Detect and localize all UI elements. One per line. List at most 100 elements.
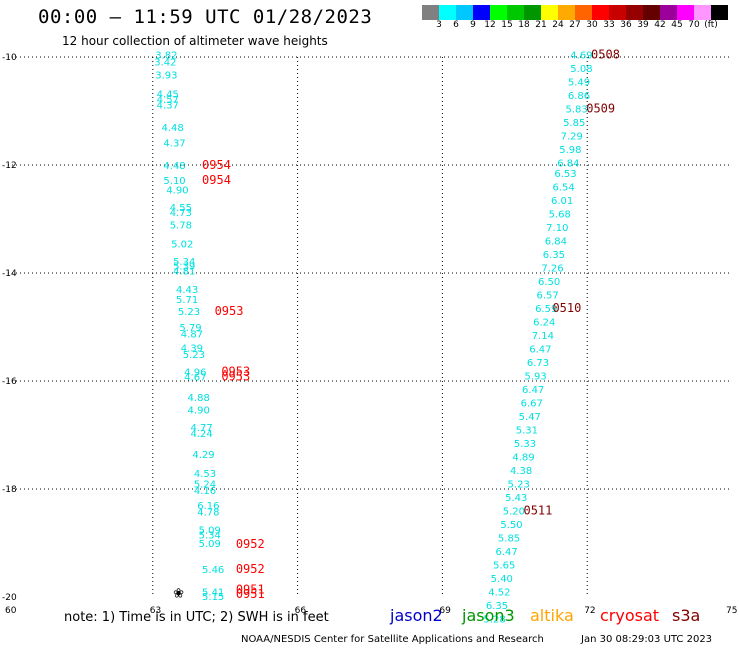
footer-credit: NOAA/NESDIS Center for Satellite Applica…	[241, 634, 544, 645]
wave-height-label: 7.26	[541, 264, 563, 275]
wave-height-label: 4.43	[176, 285, 198, 296]
color-scale-cell	[643, 5, 660, 20]
wave-height-label: 4.16	[194, 486, 216, 497]
wave-height-label: 5.85	[563, 118, 585, 129]
color-scale-label: 15	[501, 20, 513, 30]
color-scale-cell	[660, 5, 677, 20]
wave-height-label: 6.57	[537, 291, 559, 302]
wave-height-label: 5.09	[199, 526, 221, 537]
wave-height-label: 5.71	[176, 295, 198, 306]
wave-height-label: 6.67	[521, 399, 543, 410]
pass-time-label: 0952	[236, 562, 265, 576]
wave-height-label: 5.02	[171, 239, 193, 250]
wave-height-label: 7.10	[546, 223, 568, 234]
wave-height-label: 5.33	[514, 439, 536, 450]
wave-height-label: 3.42	[154, 57, 176, 68]
wave-height-label: 6.50	[538, 277, 560, 288]
lon-tick-label: 66	[295, 606, 307, 616]
wave-height-label: 5.93	[524, 372, 546, 383]
color-scale-label: 39	[637, 20, 649, 30]
wave-height-label: 5.43	[505, 493, 527, 504]
color-scale-label: 6	[453, 20, 459, 30]
wave-height-label: 5.23	[183, 350, 205, 361]
color-scale-cell	[422, 5, 439, 20]
wave-height-label: 5.40	[491, 574, 513, 585]
lat-tick-label: -10	[2, 53, 17, 63]
color-scale-label: 36	[620, 20, 632, 30]
lat-tick-label: -12	[2, 161, 17, 171]
wave-height-label: 5.98	[559, 145, 581, 156]
color-scale-label: 3	[436, 20, 442, 30]
wave-height-label: 5.09	[199, 539, 221, 550]
wave-height-label: 6.35	[543, 250, 565, 261]
color-scale-cell	[609, 5, 626, 20]
color-scale-label: 24	[552, 20, 564, 30]
wave-height-label: 4.55	[170, 203, 192, 214]
map-subtitle: 12 hour collection of altimeter wave hei…	[62, 34, 328, 48]
wave-height-label: 5.83	[565, 104, 587, 115]
wave-height-label: 4.73	[170, 208, 192, 219]
wave-height-label: 4.87	[181, 329, 203, 340]
legend-cryosat: cryosat	[600, 606, 660, 625]
footer-note: note: 1) Time is in UTC; 2) SWH is in fe…	[64, 610, 329, 625]
wave-height-label: 5.10	[163, 176, 185, 187]
wave-height-label: 4.48	[161, 123, 183, 134]
color-scale-label: 18	[518, 20, 530, 30]
wave-height-label: 7.29	[561, 131, 583, 142]
wave-height-label: 4.78	[197, 508, 219, 519]
lon-tick-label: 75	[726, 606, 737, 616]
color-scale-cell	[592, 5, 609, 20]
wave-height-label: 4.38	[510, 466, 532, 477]
color-scale-label: 21	[535, 20, 547, 30]
wave-height-label: 3.93	[155, 70, 177, 81]
color-scale-cell	[677, 5, 694, 20]
lat-tick-label: -14	[2, 269, 17, 279]
wave-height-label: 4.77	[190, 423, 212, 434]
lon-tick-label: 69	[439, 606, 451, 616]
wave-height-label: 5.65	[493, 561, 515, 572]
pass-time-label: 0954	[202, 158, 231, 172]
wave-height-label: 6.35	[486, 601, 508, 612]
color-scale-cell	[575, 5, 592, 20]
footer-timestamp: Jan 30 08:29:03 UTC 2023	[581, 634, 713, 645]
wave-height-label: 6.84	[545, 237, 567, 248]
wave-height-label: 5.24	[194, 480, 216, 491]
wave-height-label: 4.90	[166, 185, 188, 196]
wave-height-label: 4.88	[188, 393, 210, 404]
lat-tick-label: -18	[2, 485, 17, 495]
color-scale-label: 9	[470, 20, 476, 30]
lon-tick-label: 60	[5, 606, 17, 616]
wave-height-label: 5.28	[483, 615, 505, 626]
color-scale-label: 33	[603, 20, 615, 30]
wave-height-label: 5.85	[498, 534, 520, 545]
wave-height-label: 5.31	[516, 426, 538, 437]
wave-height-label: 4.69	[570, 50, 592, 61]
color-scale-cell	[507, 5, 524, 20]
wave-height-label: 7.14	[532, 331, 554, 342]
legend-jason3: jason3	[462, 606, 515, 625]
wave-height-label: 6.16	[197, 501, 219, 512]
island-marker: ❀	[173, 587, 184, 602]
wave-height-label: 5.20	[503, 507, 525, 518]
wave-height-label: 5.50	[500, 520, 522, 531]
color-scale-label: 70	[688, 20, 700, 30]
pass-time-label: 0508	[591, 47, 620, 61]
wave-height-label: 4.90	[188, 406, 210, 417]
color-scale-cell	[456, 5, 473, 20]
wave-height-label: 6.84	[557, 158, 579, 169]
wave-height-label: 6.01	[551, 196, 573, 207]
color-scale-label: 42	[654, 20, 666, 30]
wave-height-label: 5.39	[173, 261, 195, 272]
color-scale-label: (ft)	[704, 20, 718, 30]
color-scale-label: 27	[569, 20, 581, 30]
wave-height-label: 4.57	[157, 95, 179, 106]
wave-height-label: 3.82	[155, 50, 177, 61]
color-scale-cell	[439, 5, 456, 20]
color-scale-cell	[626, 5, 643, 20]
wave-height-label: 6.53	[554, 169, 576, 180]
wave-height-label: 5.34	[199, 530, 221, 541]
wave-height-label: 4.29	[192, 450, 214, 461]
wave-height-label: 5.78	[170, 220, 192, 231]
wave-height-label: 6.59	[535, 304, 557, 315]
